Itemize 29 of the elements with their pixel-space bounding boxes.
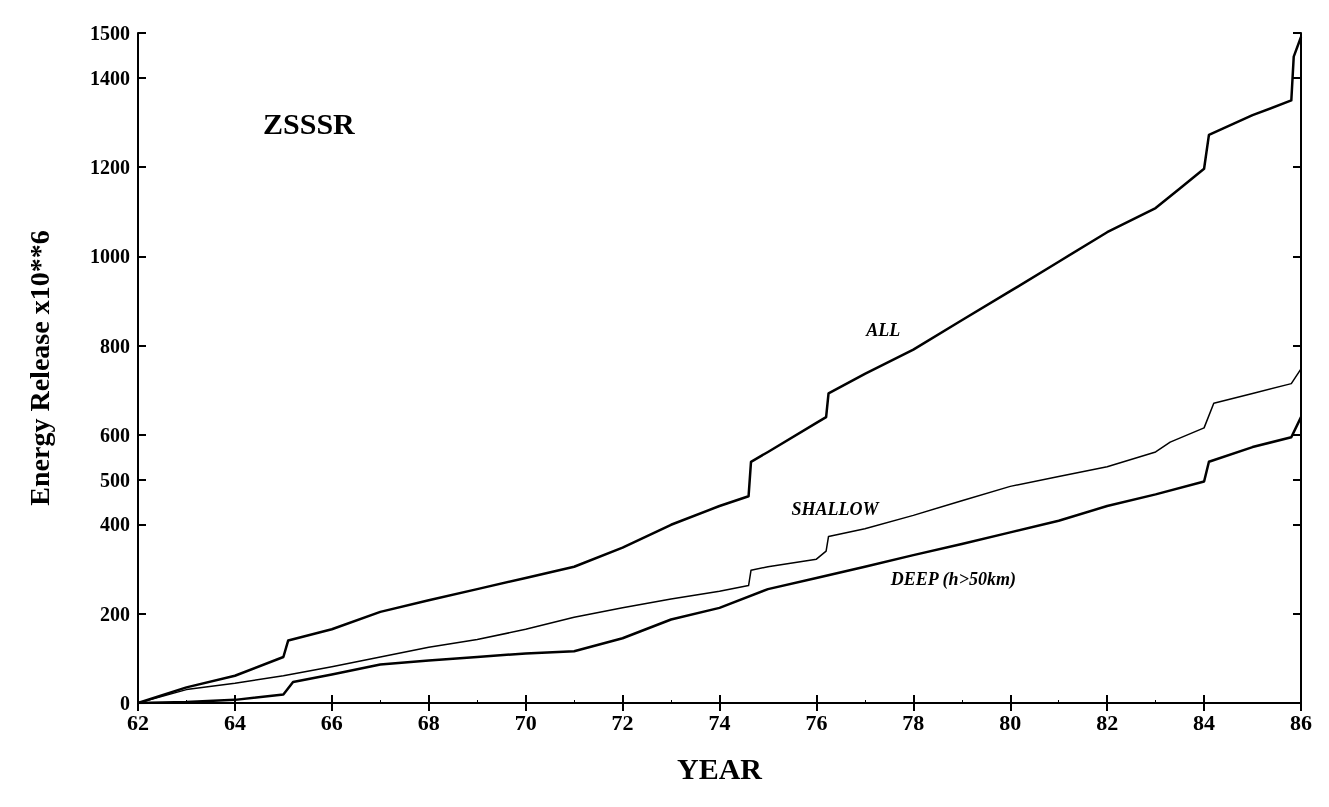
y-tick-label: 800 [100, 334, 130, 357]
x-tick-label: 74 [708, 709, 731, 735]
x-tick-label: 72 [611, 709, 634, 735]
x-tick-label: 66 [320, 709, 343, 735]
y-tick-label: 1200 [90, 156, 130, 178]
x-tick-label: 64 [223, 709, 246, 735]
x-tick-label: 68 [417, 709, 440, 735]
x-axis-title: YEAR [676, 751, 763, 785]
series-label: ALL [865, 319, 901, 340]
y-axis-title: Energy Release x10**6 [23, 230, 55, 506]
y-tick-label: 500 [100, 468, 130, 491]
y-tick-label: 200 [100, 602, 130, 625]
y-tick-label: 600 [100, 424, 130, 446]
x-tick-label: 80 [999, 709, 1022, 735]
x-tick-label: 84 [1193, 709, 1216, 735]
x-tick-label: 76 [805, 709, 828, 735]
x-tick-label: 78 [902, 709, 925, 735]
y-tick-label: 1400 [90, 66, 130, 89]
x-tick-label: 82 [1096, 709, 1119, 735]
series-label: SHALLOW [791, 498, 881, 519]
y-tick-label: 1000 [90, 245, 130, 268]
x-tick-label: 62 [127, 709, 149, 735]
y-tick-label: 0 [120, 692, 130, 714]
annotation: ZSSSR [263, 106, 356, 140]
y-tick-label: 400 [100, 513, 130, 536]
x-tick-label: 70 [514, 709, 537, 735]
y-tick-label: 1500 [90, 22, 130, 44]
x-tick-label: 86 [1290, 709, 1312, 735]
series-label: DEEP (h>50km) [889, 569, 1016, 591]
